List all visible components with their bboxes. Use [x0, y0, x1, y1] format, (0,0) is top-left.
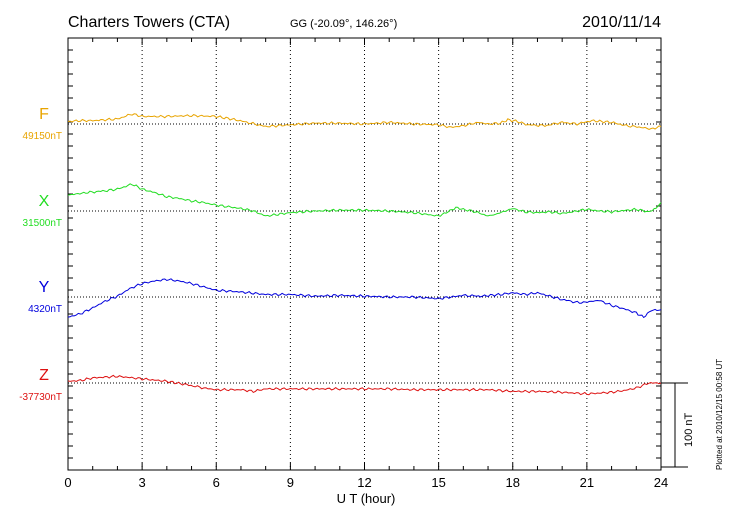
x-tick-labels: 0 3 6 9 12 15 18 21 24	[64, 475, 668, 490]
series-line-x	[67, 183, 662, 217]
series-baseline-x: 31500nT	[23, 218, 62, 229]
series-name-x: X	[39, 193, 50, 210]
x-tick-label: 18	[506, 475, 520, 490]
series-line-y	[67, 278, 662, 319]
station-coords: GG (-20.09°, 146.26°)	[290, 18, 397, 30]
series-line-z	[67, 374, 662, 396]
x-tick-label: 9	[287, 475, 294, 490]
x-tick-label: 24	[654, 475, 668, 490]
scale-bar-label: 100 nT	[683, 412, 695, 447]
x-tick-label: 6	[213, 475, 220, 490]
x-tick-label: 12	[357, 475, 371, 490]
x-tick-label: 21	[580, 475, 594, 490]
series-labels: F 49150nT X 31500nT Y 4320nT Z -37730nT	[19, 106, 62, 403]
scale-bar: 100 nT	[661, 382, 695, 468]
station-title: Charters Towers (CTA)	[68, 14, 230, 31]
series-baseline-z: -37730nT	[19, 392, 62, 403]
series-baseline-f: 49150nT	[23, 131, 62, 142]
x-axis-title: U T (hour)	[337, 491, 396, 506]
series-lines	[67, 113, 662, 396]
series-name-y: Y	[39, 279, 50, 296]
chart-date: 2010/11/14	[582, 14, 661, 31]
series-baseline-y: 4320nT	[28, 304, 62, 315]
axis-ticks	[67, 37, 662, 471]
series-name-f: F	[39, 106, 49, 123]
x-tick-label: 3	[139, 475, 146, 490]
series-name-z: Z	[39, 367, 49, 384]
chart-grid	[141, 38, 588, 470]
plotted-at-note: Plotted at 2010/12/15 00:58 UT	[715, 359, 724, 470]
x-tick-label: 15	[431, 475, 445, 490]
x-tick-label: 0	[64, 475, 71, 490]
series-line-f	[67, 113, 662, 130]
